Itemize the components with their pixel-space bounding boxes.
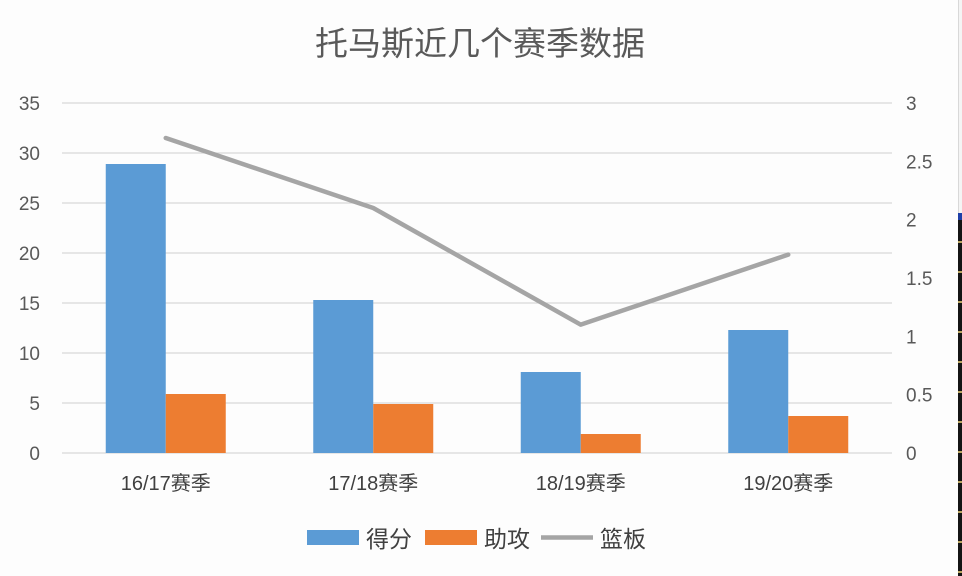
- right-tick-label: 0: [906, 444, 917, 465]
- bar-得分: [105, 164, 166, 453]
- category-label: 16/17赛季: [121, 472, 211, 495]
- bar-助攻: [165, 394, 226, 453]
- left-tick-label: 20: [19, 244, 40, 265]
- left-tick-label: 5: [29, 394, 40, 415]
- legend-item: 得分: [307, 527, 412, 553]
- bar-助攻: [788, 416, 849, 453]
- right-tick-label: 3: [906, 94, 917, 115]
- edge-dark-panel: [958, 213, 962, 576]
- right-tick-label: 0.5: [906, 386, 932, 407]
- legend-swatch: [425, 530, 477, 545]
- bar-助攻: [580, 434, 641, 453]
- right-tick-label: 2.5: [906, 152, 932, 173]
- bar-series: [105, 164, 849, 453]
- left-tick-label: 25: [19, 194, 40, 215]
- adjacent-window-edge: [958, 0, 962, 576]
- edge-light-panel: [958, 0, 962, 213]
- bar-助攻: [373, 404, 434, 453]
- bar-得分: [520, 372, 581, 453]
- right-y-axis: 0 0.5 1 1.5 2 2.5 3: [906, 94, 932, 465]
- legend-item: 助攻: [425, 527, 530, 553]
- legend-swatch: [307, 530, 359, 545]
- left-tick-label: 15: [19, 294, 40, 315]
- category-label: 18/19赛季: [536, 472, 626, 495]
- bar-得分: [728, 330, 789, 453]
- right-tick-label: 2: [906, 211, 917, 232]
- right-tick-label: 1: [906, 327, 917, 348]
- legend: 得分 助攻 篮板: [307, 527, 646, 553]
- category-label: 17/18赛季: [328, 472, 418, 495]
- category-label: 19/20赛季: [743, 472, 833, 495]
- line-series: [163, 135, 791, 327]
- left-tick-label: 10: [19, 344, 40, 365]
- line-rebounds: [163, 135, 791, 327]
- left-tick-label: 30: [19, 144, 40, 165]
- left-y-axis: 0 5 10 15 20 25 30 35: [19, 94, 40, 465]
- legend-label: 篮板: [600, 527, 646, 553]
- edge-blue-bar: [958, 213, 962, 220]
- left-tick-label: 0: [29, 444, 40, 465]
- legend-label: 得分: [366, 527, 412, 553]
- x-axis-categories: 16/17赛季 17/18赛季 18/19赛季 19/20赛季: [121, 472, 834, 495]
- legend-label: 助攻: [484, 527, 530, 553]
- legend-item: 篮板: [541, 527, 646, 553]
- bar-得分: [313, 300, 374, 453]
- left-tick-label: 35: [19, 94, 40, 115]
- right-tick-label: 1.5: [906, 269, 932, 290]
- chart-title: 托马斯近几个赛季数据: [315, 24, 645, 63]
